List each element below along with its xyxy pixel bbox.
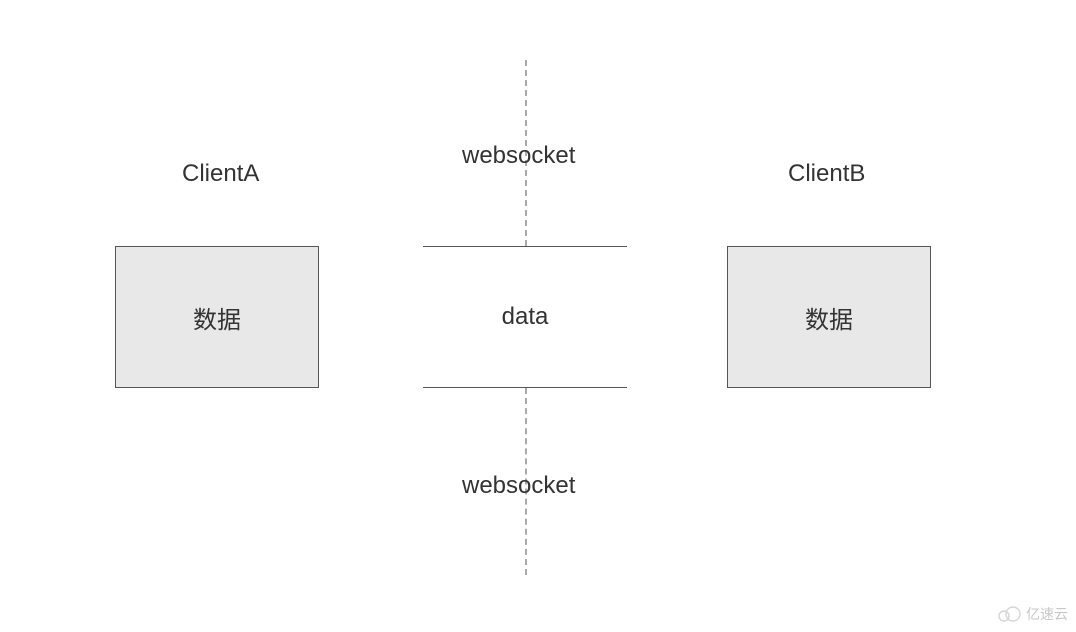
websocket-bottom-label: websocket: [462, 472, 575, 500]
watermark: 亿速云: [996, 604, 1068, 624]
cloud-icon: [996, 606, 1022, 622]
client-b-box-text: 数据: [805, 300, 853, 335]
center-data-text: data: [502, 303, 549, 331]
client-a-label: ClientA: [182, 160, 259, 188]
watermark-text: 亿速云: [1026, 604, 1068, 624]
client-b-label: ClientB: [788, 160, 865, 188]
client-a-box: 数据: [115, 246, 319, 388]
websocket-top-label: websocket: [462, 142, 575, 170]
client-b-box: 数据: [727, 246, 931, 388]
center-data-box: data: [423, 246, 627, 388]
diagram-canvas: ClientA ClientB websocket websocket 数据 数…: [0, 0, 1076, 632]
client-a-box-text: 数据: [193, 300, 241, 335]
